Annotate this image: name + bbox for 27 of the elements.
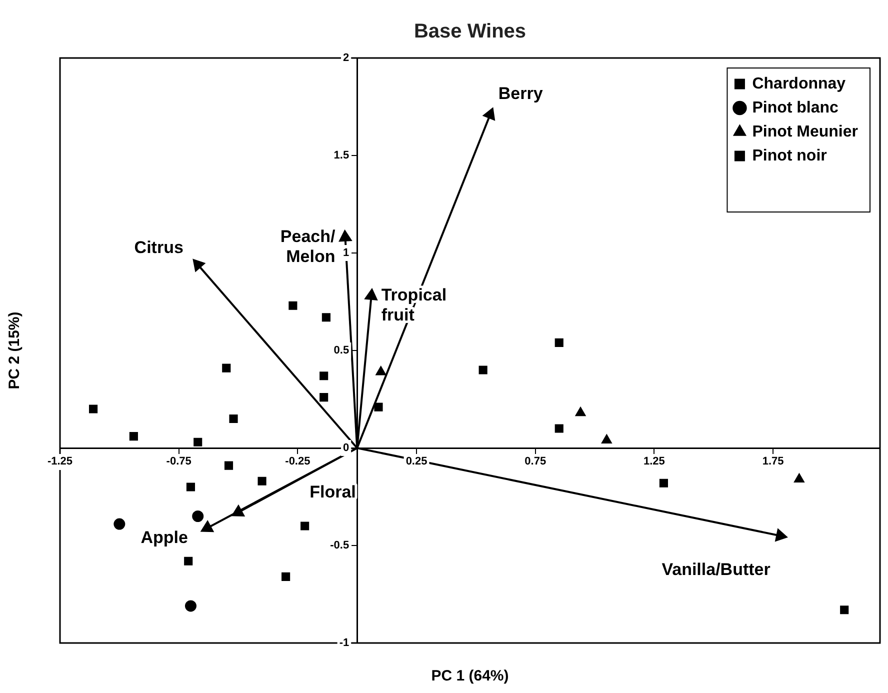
chart-title: Base Wines	[414, 20, 526, 43]
y-tick-label: 1	[342, 247, 350, 260]
series-label: Peach/ Melon	[280, 227, 336, 266]
legend-label: Chardonnay	[752, 75, 846, 92]
y-tick-label: -0.5	[330, 540, 350, 552]
y-tick-label: -1	[339, 637, 350, 650]
y-tick-label: 0.5	[334, 344, 350, 357]
series-label: Apple	[140, 528, 188, 547]
x-tick-label: -0.75	[166, 456, 192, 468]
legend-label: Pinot blanc	[752, 99, 839, 116]
x-tick-label: -0.25	[285, 456, 310, 468]
y-tick-label: 2	[342, 52, 350, 64]
y-tick-label: 0	[342, 442, 350, 454]
legend-label: Pinot Meunier	[752, 123, 858, 140]
y-axis-title: PC 2 (15%)	[6, 312, 24, 390]
series-label: Berry	[498, 84, 544, 103]
x-tick-label: 1.75	[762, 456, 784, 468]
x-tick-label: -1.25	[47, 456, 73, 468]
x-axis-title: PC 1 (64%)	[431, 668, 509, 685]
legend-label: Pinot noir	[752, 147, 827, 164]
x-tick-label: 0.25	[406, 456, 428, 468]
series-label: Citrus	[134, 238, 184, 257]
x-tick-label: 0.75	[524, 456, 546, 468]
series-label: Vanilla/Butter	[662, 560, 771, 579]
x-tick-label: 1.25	[643, 456, 665, 468]
series-label: Floral	[310, 482, 356, 502]
y-tick-label: 1.5	[334, 150, 350, 162]
